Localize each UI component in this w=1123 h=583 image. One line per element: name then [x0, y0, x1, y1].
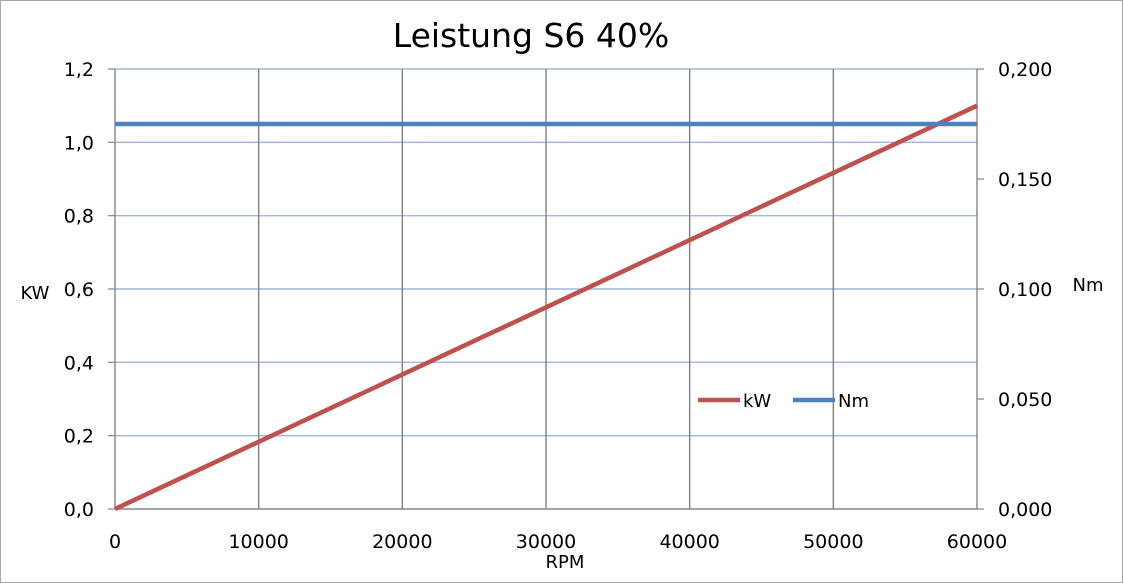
legend-label-nm: Nm — [838, 391, 869, 412]
y2-tick-label: 0,000 — [998, 499, 1052, 521]
x-tick-label: 0 — [109, 531, 121, 553]
x-tick-label: 50000 — [803, 531, 863, 553]
x-axis-title: RPM — [546, 552, 585, 573]
y-tick-label: 0,8 — [64, 206, 94, 228]
y-tick-label: 0,4 — [64, 352, 94, 374]
tick-labels: 0,0 0,2 0,4 0,6 0,8 1,0 1,2 0 10000 20000 30000 400… — [64, 59, 1053, 553]
x-tick-label: 40000 — [659, 531, 719, 553]
x-tick-label: 20000 — [372, 531, 432, 553]
y-tick-label: 1,0 — [64, 132, 94, 154]
x-tick-label: 60000 — [947, 531, 1007, 553]
chart-title: Leistung S6 40% — [393, 16, 669, 55]
axes — [108, 68, 984, 510]
legend-label-kw: kW — [743, 391, 771, 412]
series-line-kw — [114, 103, 978, 512]
legend: kW Nm — [698, 391, 869, 412]
y2-tick-label: 0,150 — [998, 169, 1052, 191]
y-tick-label: 1,2 — [64, 59, 94, 81]
y-tick-label: 0,0 — [64, 499, 94, 521]
x-tick-label: 30000 — [516, 531, 576, 553]
y2-axis-title: Nm — [1073, 275, 1104, 296]
y-tick-label: 0,6 — [64, 279, 94, 301]
series-lines — [114, 103, 978, 512]
y2-tick-label: 0,200 — [998, 59, 1052, 81]
x-tick-label: 10000 — [228, 531, 288, 553]
grid — [115, 68, 977, 509]
y2-tick-label: 0,100 — [998, 279, 1052, 301]
y-axis-title: KW — [21, 283, 50, 304]
y-tick-label: 0,2 — [64, 426, 94, 448]
y2-tick-label: 0,050 — [998, 389, 1052, 411]
